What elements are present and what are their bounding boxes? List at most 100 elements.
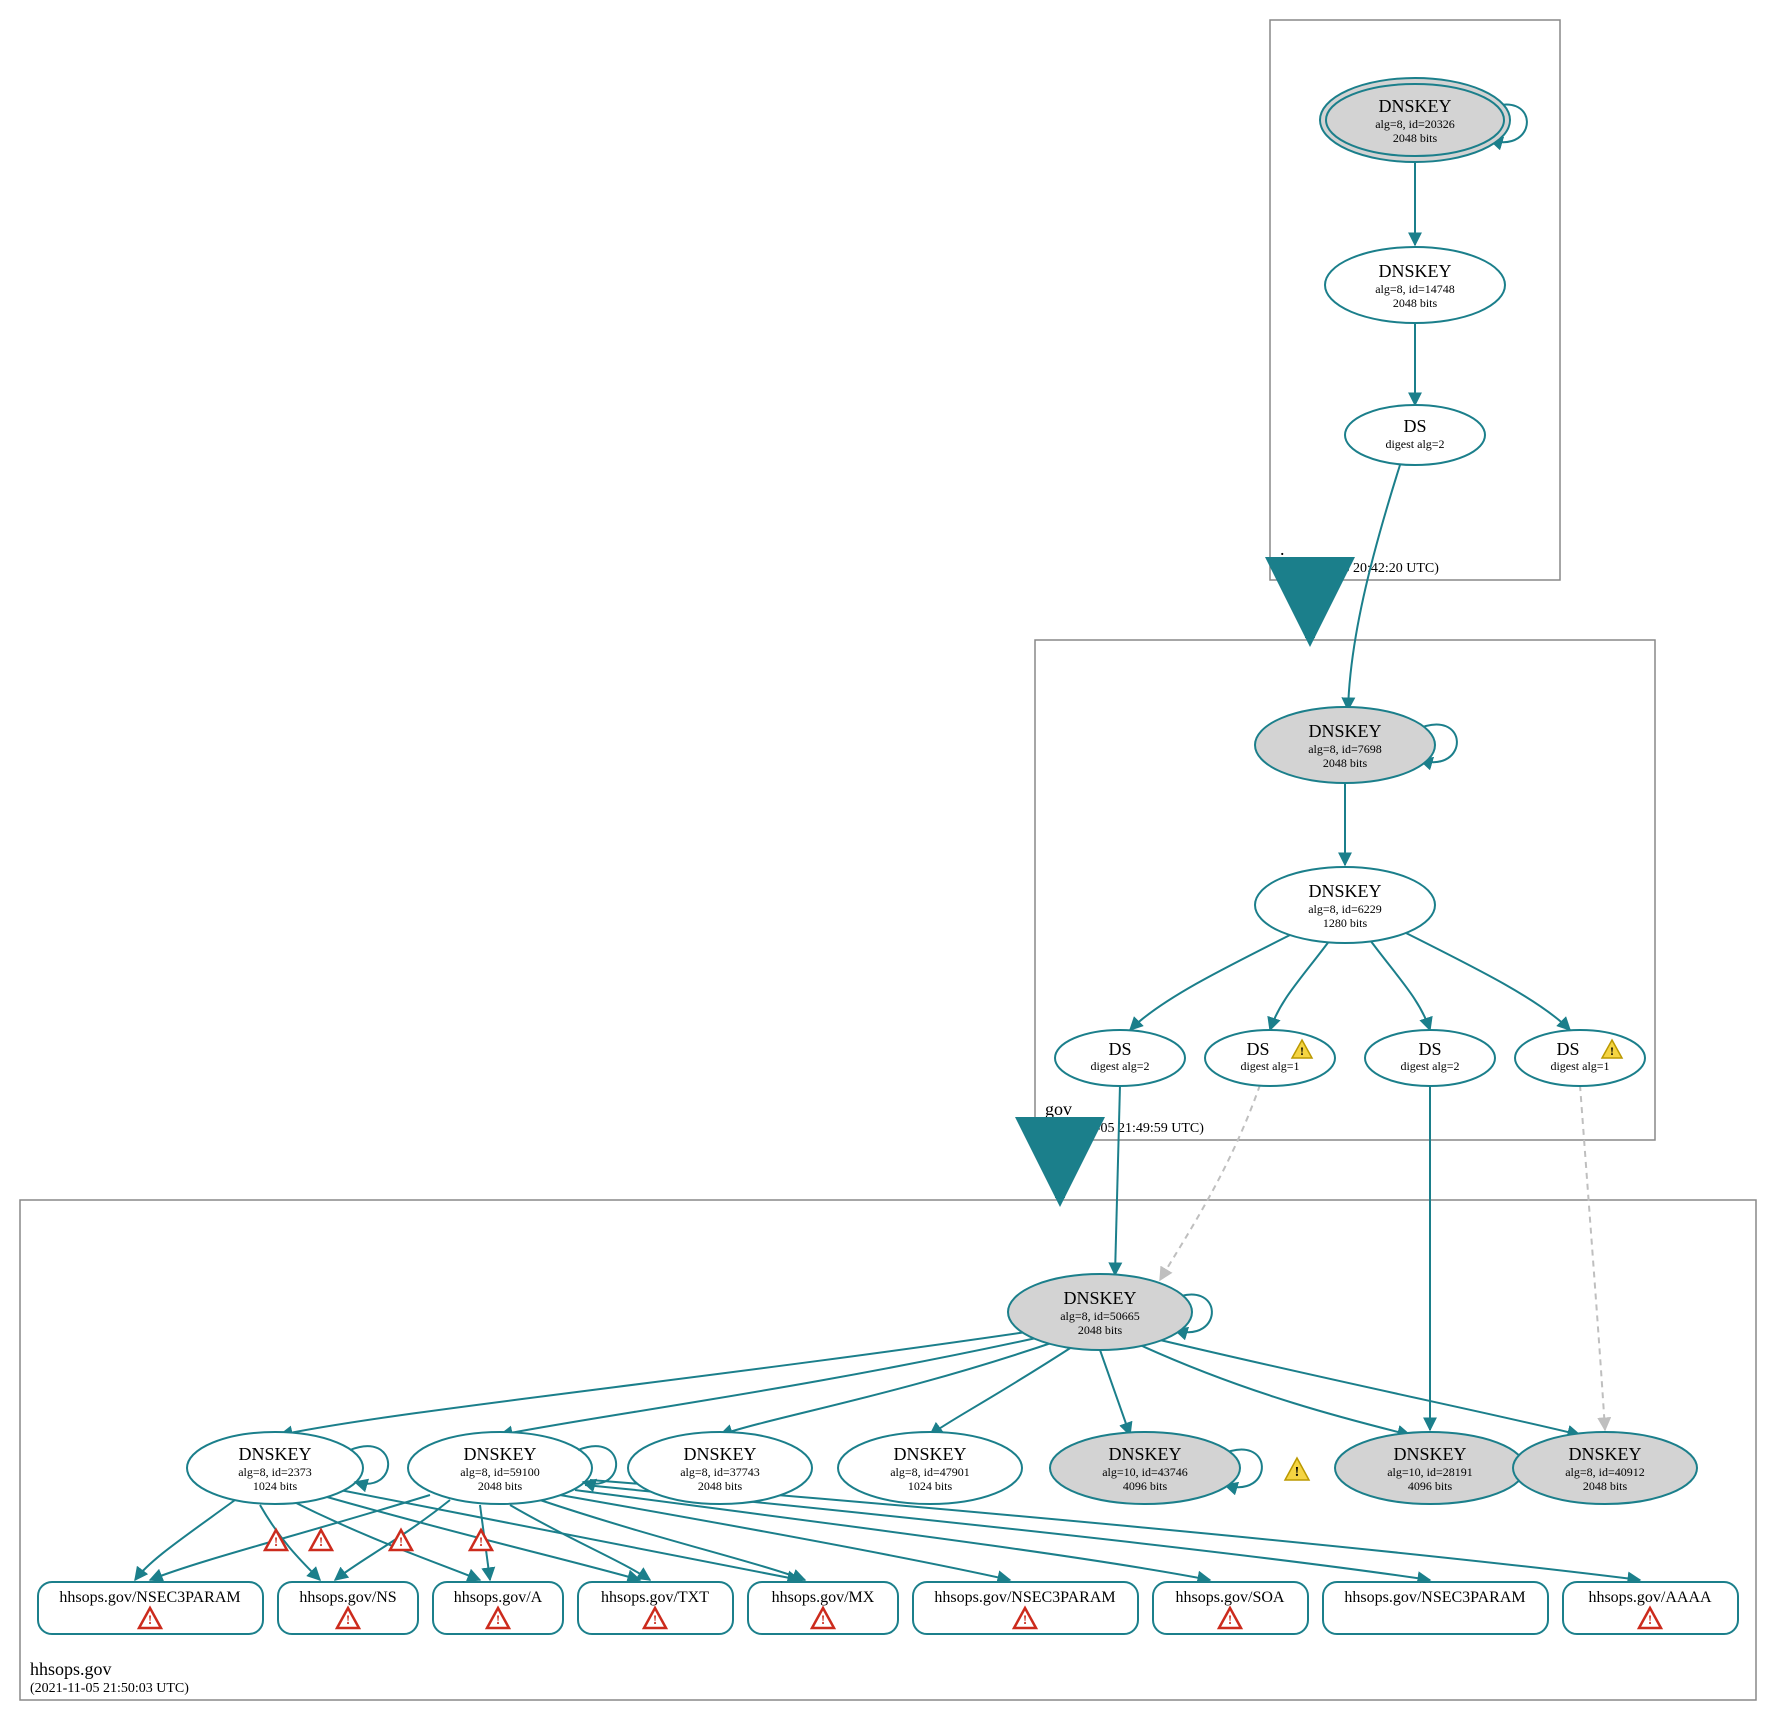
svg-text:alg=8, id=40912: alg=8, id=40912	[1565, 1465, 1645, 1479]
svg-text:4096 bits: 4096 bits	[1408, 1479, 1453, 1493]
svg-text:DNSKEY: DNSKEY	[1568, 1444, 1641, 1464]
node-root-ds: DS digest alg=2	[1345, 405, 1485, 465]
node-hhsops-k2: DNSKEY alg=8, id=59100 2048 bits	[408, 1432, 616, 1504]
svg-text:DNSKEY: DNSKEY	[1308, 881, 1381, 901]
svg-text:2048 bits: 2048 bits	[1323, 756, 1368, 770]
svg-text:!: !	[1610, 1044, 1614, 1058]
svg-text:DNSKEY: DNSKEY	[1378, 96, 1451, 116]
svg-text:hhsops.gov/NSEC3PARAM: hhsops.gov/NSEC3PARAM	[59, 1589, 240, 1606]
svg-text:DNSKEY: DNSKEY	[683, 1444, 756, 1464]
node-gov-ds1: DS digest alg=2	[1055, 1030, 1185, 1086]
svg-text:digest alg=1: digest alg=1	[1240, 1059, 1299, 1073]
svg-text:alg=10, id=28191: alg=10, id=28191	[1387, 1465, 1473, 1479]
svg-text:2048 bits: 2048 bits	[478, 1479, 523, 1493]
node-root-ksk: DNSKEY alg=8, id=20326 2048 bits	[1320, 78, 1510, 162]
rrset-soa: hhsops.gov/SOA !	[1153, 1582, 1308, 1634]
svg-text:alg=8, id=6229: alg=8, id=6229	[1308, 902, 1382, 916]
rrset-aaaa: hhsops.gov/AAAA !	[1563, 1582, 1738, 1634]
svg-text:hhsops.gov/AAAA: hhsops.gov/AAAA	[1588, 1589, 1712, 1606]
svg-text:DS: DS	[1556, 1039, 1579, 1059]
svg-text:!: !	[653, 1612, 657, 1627]
svg-text:DS: DS	[1108, 1039, 1131, 1059]
svg-text:4096 bits: 4096 bits	[1123, 1479, 1168, 1493]
svg-text:DNSKEY: DNSKEY	[238, 1444, 311, 1464]
node-gov-ds2: DS digest alg=1 !	[1205, 1030, 1335, 1086]
svg-text:hhsops.gov/TXT: hhsops.gov/TXT	[601, 1589, 709, 1606]
rrset-txt: hhsops.gov/TXT !	[578, 1582, 733, 1634]
edges	[135, 105, 1640, 1580]
node-hhsops-k6: DNSKEY alg=10, id=28191 4096 bits	[1335, 1432, 1525, 1504]
svg-text:DNSKEY: DNSKEY	[893, 1444, 966, 1464]
svg-text:hhsops.gov/NSEC3PARAM: hhsops.gov/NSEC3PARAM	[1344, 1589, 1525, 1606]
svg-text:!: !	[1023, 1612, 1027, 1627]
zone-root-label: .	[1280, 539, 1285, 559]
svg-text:!: !	[496, 1612, 500, 1627]
svg-text:DNSKEY: DNSKEY	[1393, 1444, 1466, 1464]
rrset-nsec3param-1: hhsops.gov/NSEC3PARAM !	[38, 1582, 263, 1634]
svg-text:2048 bits: 2048 bits	[1583, 1479, 1628, 1493]
svg-text:DNSKEY: DNSKEY	[1063, 1288, 1136, 1308]
zone-hhsops-ts: (2021-11-05 21:50:03 UTC)	[30, 1681, 189, 1696]
svg-text:alg=8, id=7698: alg=8, id=7698	[1308, 742, 1382, 756]
node-root-zsk: DNSKEY alg=8, id=14748 2048 bits	[1325, 247, 1505, 323]
warning-icon: !	[1285, 1458, 1309, 1480]
svg-text:digest alg=2: digest alg=2	[1090, 1059, 1149, 1073]
svg-text:hhsops.gov/NS: hhsops.gov/NS	[299, 1589, 396, 1606]
svg-text:!: !	[148, 1612, 152, 1627]
node-hhsops-k3: DNSKEY alg=8, id=37743 2048 bits	[628, 1432, 812, 1504]
rrset-nsec3param-3: hhsops.gov/NSEC3PARAM	[1323, 1582, 1548, 1634]
svg-text:DS: DS	[1418, 1039, 1441, 1059]
dnssec-diagram: . (2021-11-05 20:42:20 UTC) gov (2021-11…	[0, 0, 1776, 1720]
svg-text:alg=8, id=20326: alg=8, id=20326	[1375, 117, 1455, 131]
svg-text:digest alg=2: digest alg=2	[1400, 1059, 1459, 1073]
svg-text:hhsops.gov/NSEC3PARAM: hhsops.gov/NSEC3PARAM	[934, 1589, 1115, 1606]
svg-text:1024 bits: 1024 bits	[908, 1479, 953, 1493]
svg-text:!: !	[1295, 1465, 1300, 1480]
svg-text:!: !	[346, 1612, 350, 1627]
zone-gov-ts: (2021-11-05 21:49:59 UTC)	[1045, 1121, 1204, 1136]
svg-text:!: !	[479, 1534, 483, 1549]
svg-text:2048 bits: 2048 bits	[1393, 131, 1438, 145]
svg-text:1280 bits: 1280 bits	[1323, 916, 1368, 930]
rrset-a: hhsops.gov/A !	[433, 1582, 563, 1634]
node-gov-ds3: DS digest alg=2	[1365, 1030, 1495, 1086]
svg-text:!: !	[1300, 1044, 1304, 1058]
svg-text:alg=8, id=59100: alg=8, id=59100	[460, 1465, 540, 1479]
svg-text:alg=8, id=50665: alg=8, id=50665	[1060, 1309, 1140, 1323]
rrset-mx: hhsops.gov/MX !	[748, 1582, 898, 1634]
svg-text:!: !	[274, 1534, 278, 1549]
svg-text:DS: DS	[1246, 1039, 1269, 1059]
svg-text:alg=8, id=37743: alg=8, id=37743	[680, 1465, 760, 1479]
zone-root-ts: (2021-11-05 20:42:20 UTC)	[1280, 561, 1439, 576]
svg-text:DNSKEY: DNSKEY	[1378, 261, 1451, 281]
svg-text:hhsops.gov/MX: hhsops.gov/MX	[772, 1589, 875, 1606]
svg-text:alg=8, id=47901: alg=8, id=47901	[890, 1465, 970, 1479]
rrset-row: hhsops.gov/NSEC3PARAM ! hhsops.gov/NS ! …	[38, 1582, 1738, 1634]
node-hhsops-k4: DNSKEY alg=8, id=47901 1024 bits	[838, 1432, 1022, 1504]
svg-text:DNSKEY: DNSKEY	[463, 1444, 536, 1464]
svg-text:DNSKEY: DNSKEY	[1308, 721, 1381, 741]
svg-text:!: !	[1228, 1612, 1232, 1627]
zone-gov-label: gov	[1045, 1099, 1072, 1119]
svg-text:2048 bits: 2048 bits	[698, 1479, 743, 1493]
svg-text:!: !	[319, 1534, 323, 1549]
node-hhsops-k7: DNSKEY alg=8, id=40912 2048 bits	[1513, 1432, 1697, 1504]
node-hhsops-ksk: DNSKEY alg=8, id=50665 2048 bits	[1008, 1274, 1192, 1350]
rrset-nsec3param-2: hhsops.gov/NSEC3PARAM !	[913, 1582, 1138, 1634]
svg-text:alg=8, id=2373: alg=8, id=2373	[238, 1465, 312, 1479]
svg-text:!: !	[1648, 1612, 1652, 1627]
svg-text:hhsops.gov/SOA: hhsops.gov/SOA	[1176, 1589, 1285, 1606]
svg-text:!: !	[821, 1612, 825, 1627]
svg-text:hhsops.gov/A: hhsops.gov/A	[454, 1589, 543, 1606]
svg-text:2048 bits: 2048 bits	[1393, 296, 1438, 310]
rrset-ns: hhsops.gov/NS !	[278, 1582, 418, 1634]
svg-text:digest alg=1: digest alg=1	[1550, 1059, 1609, 1073]
svg-text:!: !	[399, 1534, 403, 1549]
node-gov-zsk: DNSKEY alg=8, id=6229 1280 bits	[1255, 867, 1435, 943]
svg-text:alg=8, id=14748: alg=8, id=14748	[1375, 282, 1455, 296]
zone-hhsops-label: hhsops.gov	[30, 1659, 112, 1679]
svg-text:DS: DS	[1403, 416, 1426, 436]
node-hhsops-k5: DNSKEY alg=10, id=43746 4096 bits	[1050, 1432, 1240, 1504]
svg-text:alg=10, id=43746: alg=10, id=43746	[1102, 1465, 1188, 1479]
svg-text:digest alg=2: digest alg=2	[1385, 437, 1444, 451]
